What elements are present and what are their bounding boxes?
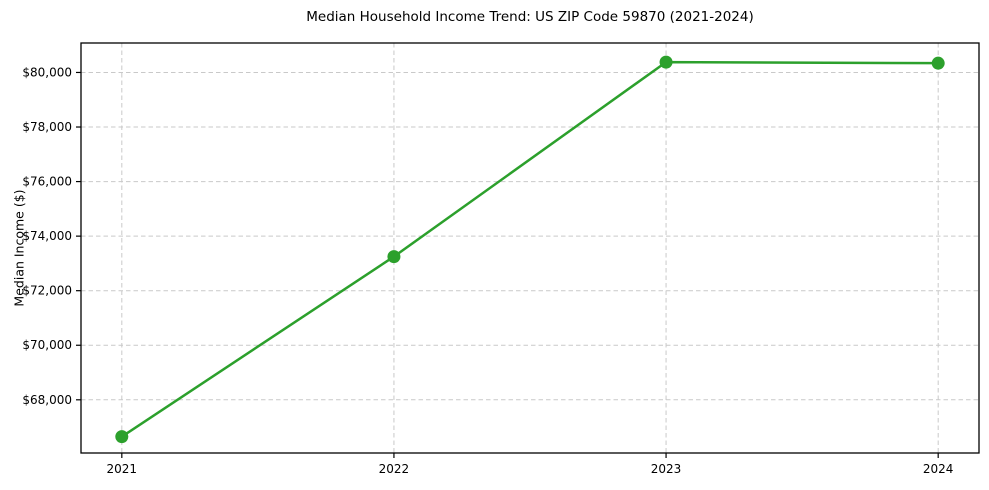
chart-title: Median Household Income Trend: US ZIP Co…: [306, 9, 754, 25]
data-point-marker: [931, 56, 945, 70]
y-tick-label: $70,000: [22, 338, 72, 352]
y-tick-label: $76,000: [22, 175, 72, 189]
x-tick-label: 2021: [107, 462, 138, 476]
y-tick-label: $72,000: [22, 284, 72, 298]
x-tick-label: 2022: [379, 462, 410, 476]
plot-border: [80, 42, 980, 454]
y-tick-label: $74,000: [22, 229, 72, 243]
data-point-marker: [387, 250, 401, 264]
data-point-marker: [115, 430, 129, 444]
y-tick-label: $80,000: [22, 65, 72, 79]
x-tick-label: 2023: [651, 462, 682, 476]
data-point-marker: [659, 55, 673, 69]
x-tick-label: 2024: [923, 462, 954, 476]
y-tick-label: $68,000: [22, 393, 72, 407]
y-tick-label: $78,000: [22, 120, 72, 134]
income-trend-line: [120, 60, 940, 438]
